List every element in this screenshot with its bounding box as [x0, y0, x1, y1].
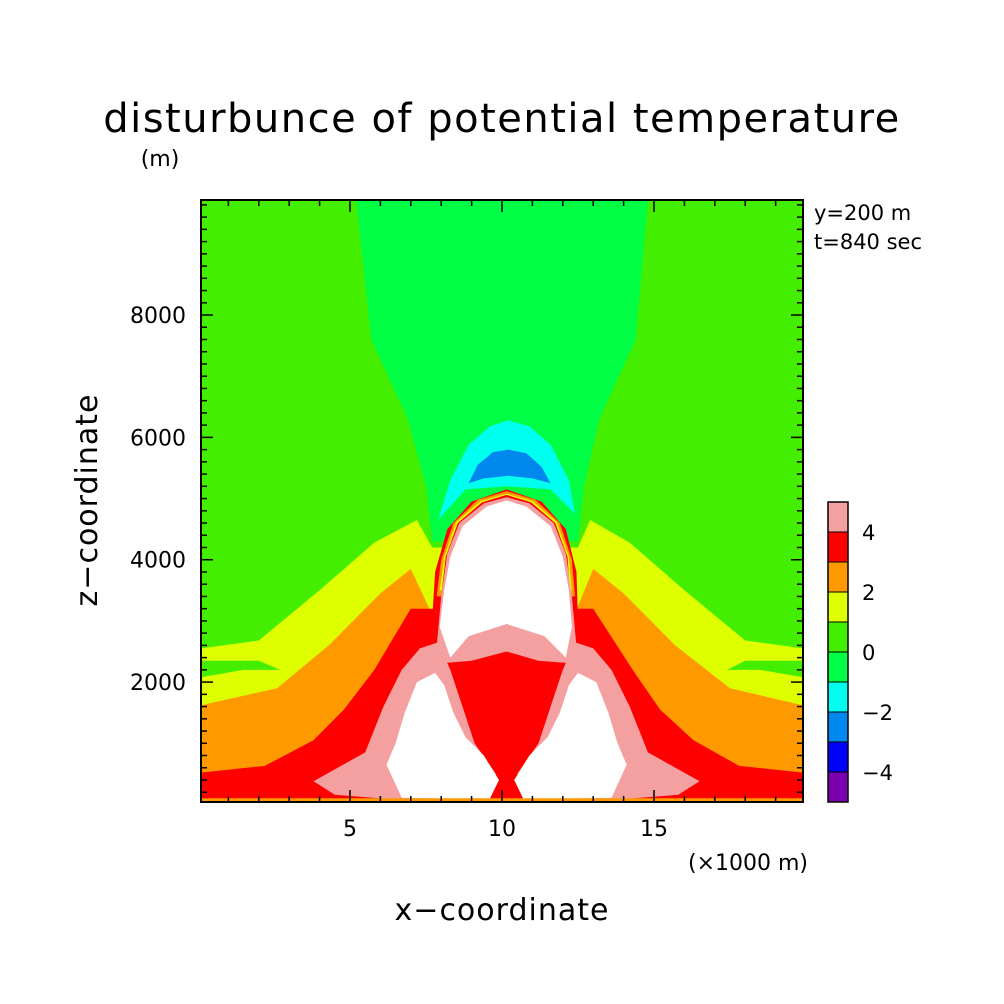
region-layer-3-4 — [201, 608, 803, 802]
colorbar-swatch — [828, 532, 848, 562]
region-neg-core — [468, 449, 551, 484]
colorbar-swatch — [828, 652, 848, 682]
colorbar-label: 0 — [862, 641, 875, 665]
x-tick-label: 5 — [343, 817, 357, 842]
x-tick-label: 15 — [640, 817, 668, 842]
region-left-tongue — [201, 660, 281, 678]
y-axis-unit: (m) — [141, 147, 180, 172]
colorbar: 4 2 0 −2 −4 — [827, 501, 893, 803]
colorbar-label: −4 — [862, 761, 893, 785]
contour-field — [201, 200, 803, 802]
region-central-plume — [356, 200, 648, 542]
x-axis-label: x−coordinate — [395, 893, 610, 928]
x-axis-unit: (×1000 m) — [688, 851, 808, 876]
colorbar-swatch — [828, 712, 848, 742]
x-axis-ticks: 5 10 15 — [227, 200, 777, 842]
x-tick-label: 10 — [488, 817, 516, 842]
info-y-position: y=200 m — [814, 201, 911, 225]
colorbar-swatch — [828, 682, 848, 712]
colorbar-swatch — [828, 742, 848, 772]
y-axis-ticks: 2000 4000 6000 8000 — [130, 204, 803, 793]
y-tick-label: 8000 — [130, 304, 186, 329]
colorbar-swatch — [828, 592, 848, 622]
colorbar-label: 4 — [862, 521, 875, 545]
y-tick-label: 6000 — [130, 426, 186, 451]
chart-title: disturbunce of potential temperature — [103, 96, 901, 142]
info-time: t=840 sec — [814, 230, 922, 254]
colorbar-swatch — [828, 562, 848, 592]
colorbar-swatch — [828, 502, 848, 532]
y-tick-label: 4000 — [130, 549, 186, 574]
colorbar-label: 2 — [862, 581, 875, 605]
y-axis-label: z−coordinate — [70, 394, 105, 607]
colorbar-swatch — [828, 772, 848, 802]
region-dome-core — [439, 500, 572, 658]
y-tick-label: 2000 — [130, 671, 186, 696]
region-right-tongue — [727, 660, 803, 678]
colorbar-swatch — [828, 622, 848, 652]
colorbar-label: −2 — [862, 701, 893, 725]
region-lobe-right-white — [514, 672, 627, 799]
region-lobe-left-white — [386, 672, 499, 799]
